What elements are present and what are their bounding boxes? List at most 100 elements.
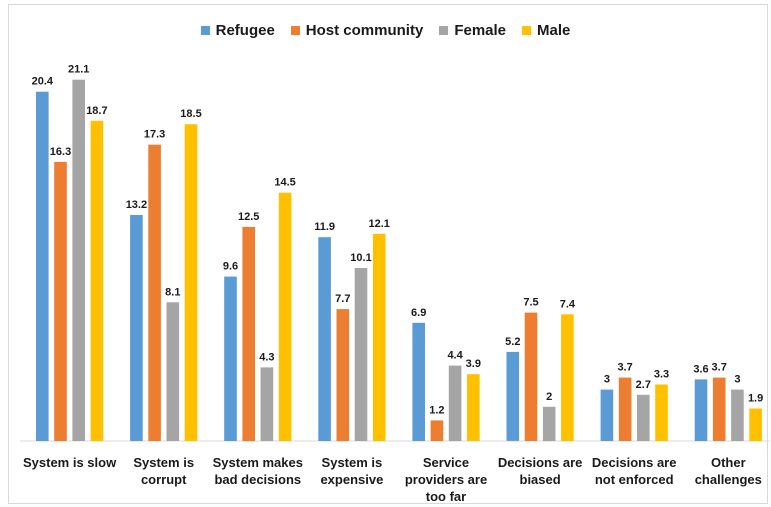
legend-swatch-host-community — [290, 26, 300, 35]
data-label-female-3: 10.1 — [350, 252, 371, 264]
category-label-line: biased — [520, 472, 561, 487]
category-label-7: Other challenges — [695, 455, 762, 487]
bar-female-4 — [448, 365, 462, 441]
data-label-female-1: 8.1 — [165, 286, 180, 298]
legend-swatch-male — [522, 26, 532, 35]
category-label-1: System is corrupt — [133, 455, 194, 487]
bar-female-5 — [542, 406, 556, 442]
bar-male-7 — [749, 408, 762, 441]
bar-host-community-5 — [524, 312, 538, 441]
legend-swatch-refugee — [200, 26, 210, 35]
legend-item-refugee: Refugee — [200, 22, 275, 39]
bar-female-3 — [354, 268, 368, 441]
data-label-host-community-2: 12.5 — [238, 211, 259, 223]
data-label-refugee-6: 3 — [604, 374, 610, 386]
category-label-4: Service providers are too far — [405, 455, 487, 504]
bar-host-community-0 — [54, 161, 67, 441]
category-label-line: Service — [423, 455, 469, 470]
data-label-female-7: 3 — [734, 374, 740, 386]
data-label-refugee-5: 5.2 — [505, 336, 520, 348]
data-label-refugee-7: 3.6 — [693, 363, 708, 375]
category-label-line: Decisions are — [498, 455, 583, 470]
data-label-refugee-4: 6.9 — [411, 307, 426, 319]
category-label-line: Decisions are — [592, 455, 677, 470]
bar-male-4 — [467, 374, 480, 441]
data-label-host-community-0: 16.3 — [50, 146, 71, 158]
data-label-male-2: 14.5 — [274, 177, 295, 189]
bar-refugee-6 — [600, 389, 614, 441]
bar-male-1 — [184, 124, 198, 441]
category-label-0: System is slow — [23, 455, 117, 470]
data-label-male-6: 3.3 — [654, 369, 669, 381]
category-label-line: too far — [426, 489, 466, 504]
data-label-female-6: 2.7 — [636, 379, 651, 391]
legend-label-host-community: Host community — [305, 22, 424, 39]
bar-host-community-4 — [430, 420, 444, 441]
category-label-line: System makes — [213, 455, 303, 470]
data-label-male-7: 1.9 — [748, 393, 763, 405]
category-label-line: not enforced — [595, 472, 674, 487]
data-label-female-2: 4.3 — [259, 351, 274, 363]
data-label-male-3: 12.1 — [368, 218, 389, 230]
bar-refugee-4 — [412, 322, 425, 441]
legend-label-male: Male — [537, 22, 571, 39]
category-label-line: System is slow — [23, 455, 117, 470]
bar-male-5 — [561, 314, 574, 441]
data-label-refugee-3: 11.9 — [314, 221, 335, 233]
category-label-line: expensive — [320, 472, 383, 487]
data-label-host-community-1: 17.3 — [144, 129, 165, 141]
data-label-male-0: 18.7 — [86, 105, 107, 117]
data-label-refugee-2: 9.6 — [223, 261, 238, 273]
legend-item-host-community: Host community — [290, 22, 424, 39]
bar-female-7 — [731, 389, 744, 441]
data-label-host-community-4: 1.2 — [429, 404, 444, 416]
category-label-6: Decisions are not enforced — [592, 455, 677, 487]
legend-label-refugee: Refugee — [215, 22, 275, 39]
bar-female-6 — [637, 394, 650, 441]
bar-male-0 — [90, 120, 104, 442]
data-label-host-community-7: 3.7 — [712, 362, 727, 374]
bar-host-community-1 — [148, 144, 161, 441]
bar-refugee-1 — [130, 215, 143, 441]
category-label-line: providers are — [405, 472, 487, 487]
bar-host-community-2 — [242, 226, 255, 441]
category-label-2: System makes bad decisions — [213, 455, 303, 487]
chart-legend: Refugee Host community Female Male — [0, 22, 771, 39]
data-label-host-community-3: 7.7 — [335, 293, 350, 305]
bar-male-3 — [372, 233, 386, 441]
data-label-host-community-5: 7.5 — [523, 297, 538, 309]
bar-female-1 — [166, 302, 180, 441]
category-label-line: bad decisions — [214, 472, 301, 487]
legend-swatch-female — [439, 26, 449, 35]
category-label-line: corrupt — [141, 472, 187, 487]
category-label-line: Other — [711, 455, 746, 470]
data-label-female-0: 21.1 — [68, 64, 89, 76]
category-label-3: System is expensive — [320, 455, 383, 487]
data-label-refugee-1: 13.2 — [126, 199, 147, 211]
bar-refugee-2 — [224, 276, 237, 441]
bar-host-community-7 — [712, 377, 726, 441]
legend-item-male: Male — [522, 22, 570, 39]
bar-refugee-5 — [506, 351, 520, 441]
bar-male-6 — [655, 384, 668, 441]
data-label-host-community-6: 3.7 — [617, 362, 632, 374]
bar-female-2 — [260, 367, 274, 441]
bar-host-community-6 — [618, 377, 632, 441]
category-label-line: System is — [322, 455, 383, 470]
data-label-female-5: 2 — [546, 391, 552, 403]
bar-host-community-3 — [336, 309, 350, 441]
bar-refugee-3 — [318, 237, 331, 441]
legend-item-female: Female — [439, 22, 506, 39]
category-label-line: challenges — [695, 472, 762, 487]
data-label-male-1: 18.5 — [180, 108, 201, 120]
bar-female-0 — [72, 79, 85, 441]
data-label-male-5: 7.4 — [560, 298, 576, 310]
data-label-refugee-0: 20.4 — [32, 76, 54, 88]
category-label-5: Decisions are biased — [498, 455, 583, 487]
bar-male-2 — [278, 192, 292, 441]
data-label-female-4: 4.4 — [447, 350, 463, 362]
bar-refugee-7 — [694, 379, 708, 441]
data-label-male-4: 3.9 — [466, 358, 481, 370]
bar-refugee-0 — [36, 91, 49, 441]
